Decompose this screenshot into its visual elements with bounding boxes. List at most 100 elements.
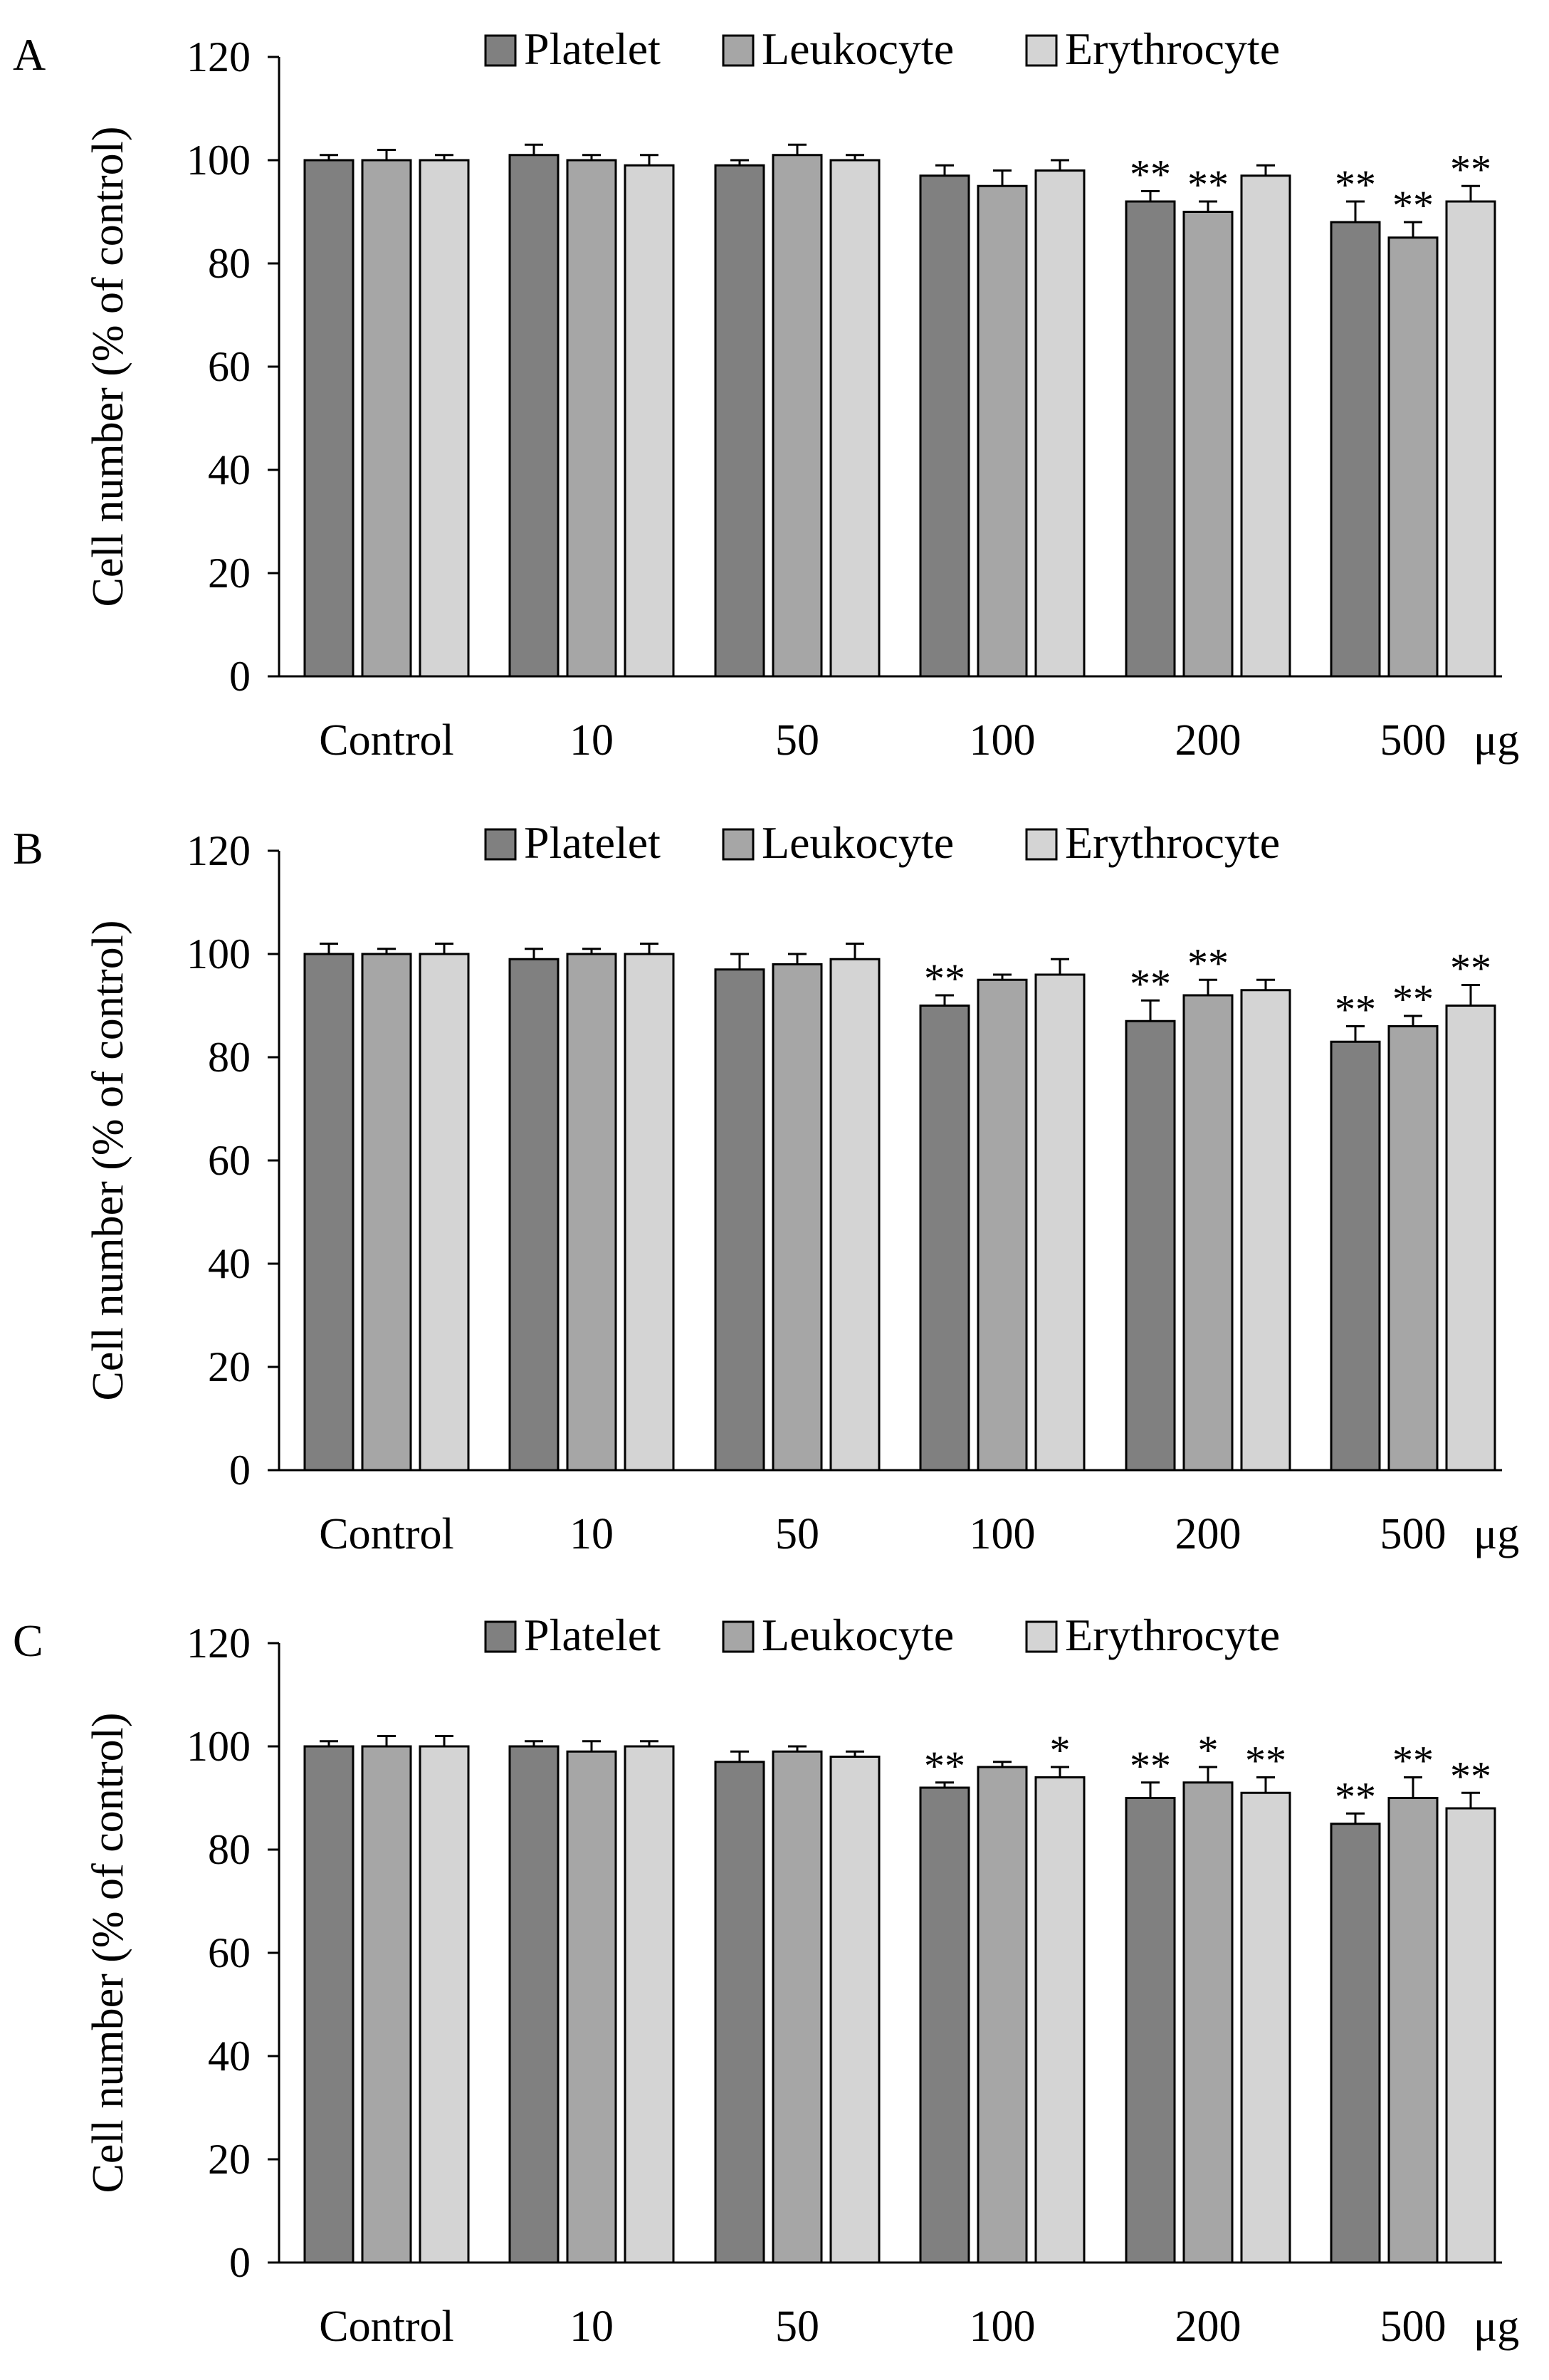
bar-leukocyte-500	[1387, 1797, 1439, 2264]
bar-erythrocyte-50	[829, 159, 881, 678]
bar-platelet-control	[303, 953, 355, 1472]
x-tick-label: 500	[1380, 1510, 1446, 1558]
legend-label-leukocyte: Leukocyte	[762, 1610, 954, 1660]
significance-mark: **	[1187, 940, 1229, 986]
legend-label-erythrocyte: Erythrocyte	[1065, 817, 1280, 868]
bar-leukocyte-500	[1387, 1025, 1439, 1472]
panel-label: A	[13, 29, 46, 80]
bar-platelet-200	[1125, 200, 1176, 678]
y-tick-label: 60	[208, 1137, 251, 1184]
x-unit-label: μg	[1474, 1510, 1519, 1558]
bar-leukocyte-200	[1182, 211, 1234, 678]
significance-mark: **	[1335, 1773, 1376, 1820]
y-tick-label: 20	[208, 2136, 251, 2183]
significance-mark: **	[1450, 945, 1491, 992]
bar-erythrocyte-200	[1240, 174, 1291, 678]
x-tick-label: Control	[319, 1510, 453, 1558]
y-tick-label: 40	[208, 1240, 251, 1287]
legend-swatch-platelet	[484, 1620, 517, 1653]
x-tick-label: 200	[1175, 716, 1241, 765]
x-tick-label: 50	[775, 716, 819, 765]
bar-leukocyte-10	[566, 159, 617, 678]
x-unit-label: μg	[1474, 2302, 1519, 2351]
chart-panel-b: B Cell number (% of control) 0 20 40 60 80 100 1…	[13, 817, 1519, 1558]
y-tick-label: 100	[187, 930, 251, 977]
bar-erythrocyte-100	[1034, 169, 1086, 678]
bar-leukocyte-10	[566, 1750, 617, 2264]
y-tick-label: 60	[208, 343, 251, 390]
x-tick-label: 100	[970, 716, 1036, 765]
x-tick-label: Control	[319, 716, 453, 765]
legend-label-platelet: Platelet	[524, 1610, 661, 1660]
bar-platelet-control	[303, 159, 355, 678]
y-tick-label: 100	[187, 137, 251, 184]
significance-mark: *	[1198, 1727, 1219, 1773]
significance-mark: **	[1130, 152, 1171, 198]
bar-platelet-control	[303, 1745, 355, 2264]
significance-mark: **	[1392, 182, 1434, 229]
legend-label-leukocyte: Leukocyte	[762, 23, 954, 74]
bar-erythrocyte-10	[624, 1745, 675, 2264]
y-tick-label: 20	[208, 550, 251, 597]
significance-mark: **	[1335, 162, 1376, 208]
y-tick-label: 0	[229, 653, 251, 700]
bar-platelet-10	[508, 1745, 560, 2264]
chart-panel-c: C Cell number (% of control) 0 20 40 60 80 100 1…	[13, 1610, 1519, 2351]
legend-swatch-leukocyte	[722, 828, 755, 861]
bar-erythrocyte-100	[1034, 973, 1086, 1472]
bar-erythrocyte-10	[624, 953, 675, 1472]
bar-platelet-200	[1125, 1797, 1176, 2264]
bar-leukocyte-control	[361, 1745, 412, 2264]
legend-swatch-platelet	[484, 34, 517, 67]
significance-mark: **	[1450, 146, 1491, 192]
bar-erythrocyte-200	[1240, 1791, 1291, 2264]
legend-label-platelet: Platelet	[524, 23, 661, 74]
y-tick-label: 20	[208, 1343, 251, 1390]
chart-panel-a: A Cell number (% of control) 0 20 40 60 80 100 1…	[13, 23, 1519, 765]
y-tick-label: 100	[187, 1723, 251, 1770]
legend-label-erythrocyte: Erythrocyte	[1065, 1610, 1280, 1660]
y-tick-label: 40	[208, 2033, 251, 2080]
y-axis-label: Cell number (% of control)	[84, 921, 132, 1401]
bar-platelet-100	[919, 1786, 970, 2264]
bar-erythrocyte-500	[1445, 1807, 1496, 2264]
x-unit-label: μg	[1474, 716, 1519, 765]
bar-leukocyte-50	[772, 963, 823, 1472]
panel-label: B	[13, 823, 43, 874]
x-tick-label: 200	[1175, 1510, 1241, 1558]
bar-platelet-500	[1330, 1823, 1381, 2264]
legend-label-platelet: Platelet	[524, 817, 661, 868]
bar-erythrocyte-50	[829, 958, 881, 1472]
y-tick-label: 120	[187, 1620, 251, 1667]
x-tick-label: 500	[1380, 2302, 1446, 2351]
bar-leukocyte-100	[977, 1766, 1028, 2264]
bar-platelet-100	[919, 1005, 970, 1472]
x-tick-label: Control	[319, 2302, 453, 2351]
bar-erythrocyte-50	[829, 1756, 881, 2264]
x-tick-label: 500	[1380, 716, 1446, 765]
bar-erythrocyte-200	[1240, 989, 1291, 1472]
bar-leukocyte-control	[361, 159, 412, 678]
x-tick-label: 10	[569, 1510, 614, 1558]
bar-platelet-10	[508, 958, 560, 1472]
panel-label: C	[13, 1615, 43, 1666]
bar-platelet-500	[1330, 1040, 1381, 1472]
y-axis-label: Cell number (% of control)	[84, 1713, 132, 2193]
bar-leukocyte-500	[1387, 236, 1439, 678]
bar-platelet-500	[1330, 221, 1381, 678]
bar-erythrocyte-500	[1445, 200, 1496, 678]
legend-swatch-platelet	[484, 828, 517, 861]
bar-platelet-10	[508, 154, 560, 678]
y-tick-label: 0	[229, 2239, 251, 2286]
bar-platelet-50	[714, 164, 765, 678]
bar-erythrocyte-control	[419, 953, 470, 1472]
bar-leukocyte-100	[977, 184, 1028, 678]
x-tick-label: 10	[569, 716, 614, 765]
legend-swatch-erythrocyte	[1025, 1620, 1058, 1653]
y-tick-label: 60	[208, 1929, 251, 1976]
legend-swatch-leukocyte	[722, 1620, 755, 1653]
bar-erythrocyte-control	[419, 1745, 470, 2264]
bar-erythrocyte-500	[1445, 1005, 1496, 1472]
bar-erythrocyte-100	[1034, 1776, 1086, 2264]
